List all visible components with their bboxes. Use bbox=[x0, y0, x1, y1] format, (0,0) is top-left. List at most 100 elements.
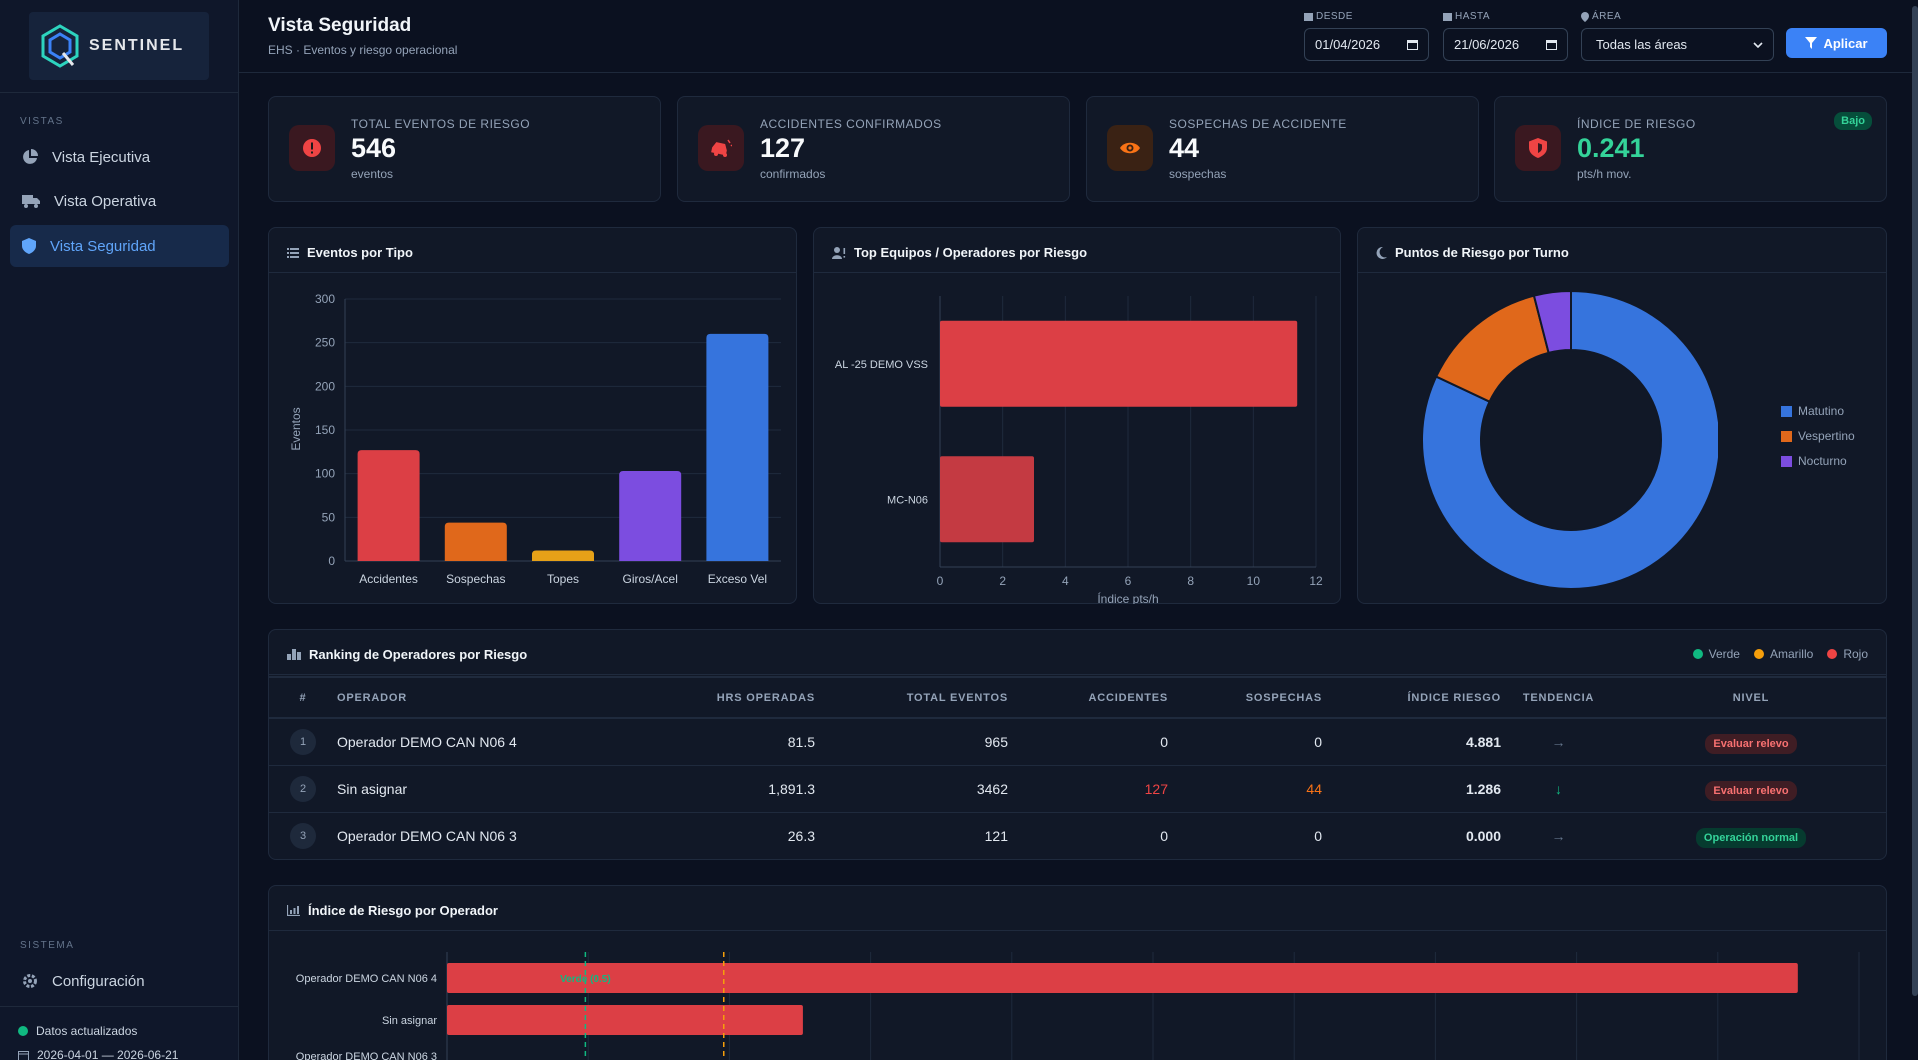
col-indice[interactable]: ÍNDICE RIESGO bbox=[1407, 691, 1501, 704]
kpi-icon-box bbox=[698, 125, 744, 171]
cell-hrs: 81.5 bbox=[637, 717, 815, 765]
legend-dot bbox=[1692, 649, 1703, 659]
x-axis-label: Índice pts/h bbox=[1097, 591, 1158, 604]
trend-flat-icon: → bbox=[1501, 811, 1616, 859]
legend-label: Matutino bbox=[1798, 404, 1845, 418]
section-sistema-label: SISTEMA bbox=[20, 940, 75, 951]
kpi-value: 127 bbox=[760, 133, 806, 163]
legend-item-rojo: Rojo bbox=[1827, 647, 1868, 661]
kpi-label: TOTAL EVENTOS DE RIESGO bbox=[351, 117, 531, 131]
shield-icon bbox=[22, 238, 36, 254]
panel-title-text: Top Equipos / Operadores por Riesgo bbox=[854, 245, 1088, 260]
table-row[interactable]: 1 Operador DEMO CAN N06 4 81.5 965 0 0 4… bbox=[269, 717, 1886, 765]
panel-divider bbox=[269, 930, 1886, 931]
x-tick-label: Exceso Vel bbox=[708, 572, 767, 586]
nivel-badge: Operación normal bbox=[1695, 827, 1807, 848]
truck-icon bbox=[22, 195, 40, 208]
legend-dot bbox=[1827, 649, 1838, 659]
legend-dot bbox=[1753, 649, 1764, 659]
bar-mc-n06 bbox=[940, 456, 1034, 543]
kpi-icon-box bbox=[289, 125, 335, 171]
kpi-icon-box bbox=[1107, 125, 1153, 171]
header-divider bbox=[239, 72, 1918, 73]
col-total[interactable]: TOTAL EVENTOS bbox=[906, 691, 1008, 704]
sidebar-item-label: Vista Seguridad bbox=[50, 237, 156, 255]
table-row[interactable]: 2 Sin asignar 1,891.3 3462 127 44 1.286 … bbox=[269, 764, 1886, 812]
panel-eventos-por-tipo: Eventos por Tipo 0 50 100 150 200 250 300 Event… bbox=[268, 227, 797, 604]
cell-operador: Operador DEMO CAN N06 4 bbox=[337, 717, 637, 765]
col-nivel[interactable]: NIVEL bbox=[1732, 691, 1770, 704]
donut-legend: Matutino Vespertino Nocturno bbox=[1781, 404, 1855, 468]
hasta-date-input[interactable]: 21/06/2026 bbox=[1443, 28, 1568, 61]
apply-button[interactable]: Aplicar bbox=[1786, 28, 1887, 58]
x-tick-label: Accidentes bbox=[359, 572, 418, 586]
turnos-donut-chart bbox=[1421, 289, 1718, 590]
legend-swatch bbox=[1781, 430, 1792, 442]
col-tendencia[interactable]: TENDENCIA bbox=[1522, 691, 1595, 704]
desde-label: DESDE bbox=[1304, 11, 1353, 22]
chevron-down-icon bbox=[1753, 41, 1763, 48]
legend-item-vespertino: Vespertino bbox=[1781, 429, 1855, 443]
alert-circle-icon bbox=[303, 139, 321, 157]
col-rank[interactable]: # bbox=[299, 691, 307, 704]
ranking-table: # OPERADOR HRS OPERADAS TOTAL EVENTOS AC… bbox=[269, 678, 1886, 859]
bar-exceso-vel bbox=[706, 333, 769, 561]
trend-down-icon: ↓ bbox=[1501, 764, 1616, 812]
user-alert-icon bbox=[832, 246, 846, 259]
page-scrollbar[interactable] bbox=[1912, 6, 1918, 996]
hasta-value: 21/06/2026 bbox=[1454, 37, 1520, 52]
legend-label: Nocturno bbox=[1798, 454, 1847, 468]
sentinel-hex-icon bbox=[41, 24, 79, 68]
area-select[interactable]: Todas las áreas bbox=[1581, 28, 1774, 61]
x-tick-label: 0 bbox=[937, 574, 944, 588]
panel-indice-por-operador: Índice de Riesgo por Operador Operador D… bbox=[268, 885, 1887, 1060]
threshold-label: Verde (0.5) bbox=[560, 974, 611, 985]
panel-title-text: Puntos de Riesgo por Turno bbox=[1395, 245, 1569, 260]
data-status: Datos actualizados bbox=[18, 1024, 137, 1038]
kpi-icon-box bbox=[1515, 125, 1561, 171]
cell-accidentes: 0 bbox=[1008, 811, 1168, 859]
cell-hrs: 26.3 bbox=[637, 811, 815, 859]
top-equipos-bar-chart: 0 2 4 6 8 10 12 Índice pts/h AL -25 DEMO VSS MC-N… bbox=[835, 296, 1323, 604]
kpi-label: SOSPECHAS DE ACCIDENTE bbox=[1169, 117, 1347, 131]
area-value: Todas las áreas bbox=[1596, 37, 1688, 52]
kpi-value: 546 bbox=[351, 133, 397, 163]
x-tick-label: 4 bbox=[1062, 574, 1069, 588]
status-text: Datos actualizados bbox=[36, 1024, 138, 1038]
bar-sospechas bbox=[444, 522, 507, 561]
calendar-icon[interactable] bbox=[1407, 39, 1418, 50]
sidebar-item-vista-ejecutiva[interactable]: Vista Ejecutiva bbox=[10, 136, 229, 178]
eventos-bar-chart: 0 50 100 150 200 250 300 Eventos Accidentes Sospe… bbox=[289, 292, 781, 586]
calendar-icon bbox=[18, 1050, 29, 1060]
col-accidentes[interactable]: ACCIDENTES bbox=[1088, 691, 1168, 704]
moon-icon bbox=[1376, 246, 1387, 259]
legend-label: Rojo bbox=[1843, 647, 1868, 661]
panel-divider bbox=[269, 272, 796, 273]
y-tick-label: Operador DEMO CAN N06 4 bbox=[296, 973, 437, 985]
col-hrs[interactable]: HRS OPERADAS bbox=[716, 691, 815, 704]
kpi-value: 0.241 bbox=[1577, 133, 1645, 163]
desde-date-input[interactable]: 01/04/2026 bbox=[1304, 28, 1429, 61]
cell-accidentes: 127 bbox=[1008, 764, 1168, 812]
y-tick-label: MC-N06 bbox=[887, 494, 928, 506]
logo[interactable]: SENTINEL bbox=[29, 12, 209, 80]
slice-matutino bbox=[1421, 289, 1718, 590]
sidebar-item-vista-seguridad[interactable]: Vista Seguridad bbox=[10, 225, 229, 267]
y-axis-label: Eventos bbox=[289, 407, 303, 450]
section-vistas-label: VISTAS bbox=[20, 116, 64, 127]
trend-flat-icon: → bbox=[1501, 717, 1616, 765]
panel-top-equipos: Top Equipos / Operadores por Riesgo 0 2 4 6… bbox=[813, 227, 1341, 604]
calendar-icon[interactable] bbox=[1546, 39, 1557, 50]
bar-al-25-demo-vss bbox=[940, 320, 1298, 407]
sidebar-item-configuracion[interactable]: Configuración bbox=[10, 960, 229, 1002]
table-row[interactable]: 3 Operador DEMO CAN N06 3 26.3 121 0 0 0… bbox=[269, 811, 1886, 859]
map-pin-icon bbox=[1581, 11, 1589, 22]
chart-line-icon bbox=[287, 905, 300, 916]
sidebar-item-vista-operativa[interactable]: Vista Operativa bbox=[10, 180, 229, 222]
shield-icon bbox=[1529, 138, 1547, 158]
x-tick-label: 2 bbox=[999, 574, 1006, 588]
col-sospechas[interactable]: SOSPECHAS bbox=[1245, 691, 1322, 704]
col-operador[interactable]: OPERADOR bbox=[337, 691, 407, 704]
sidebar: SENTINEL VISTAS Vista Ejecutiva Vista Op… bbox=[0, 0, 239, 1060]
rank-badge: 2 bbox=[290, 775, 316, 802]
